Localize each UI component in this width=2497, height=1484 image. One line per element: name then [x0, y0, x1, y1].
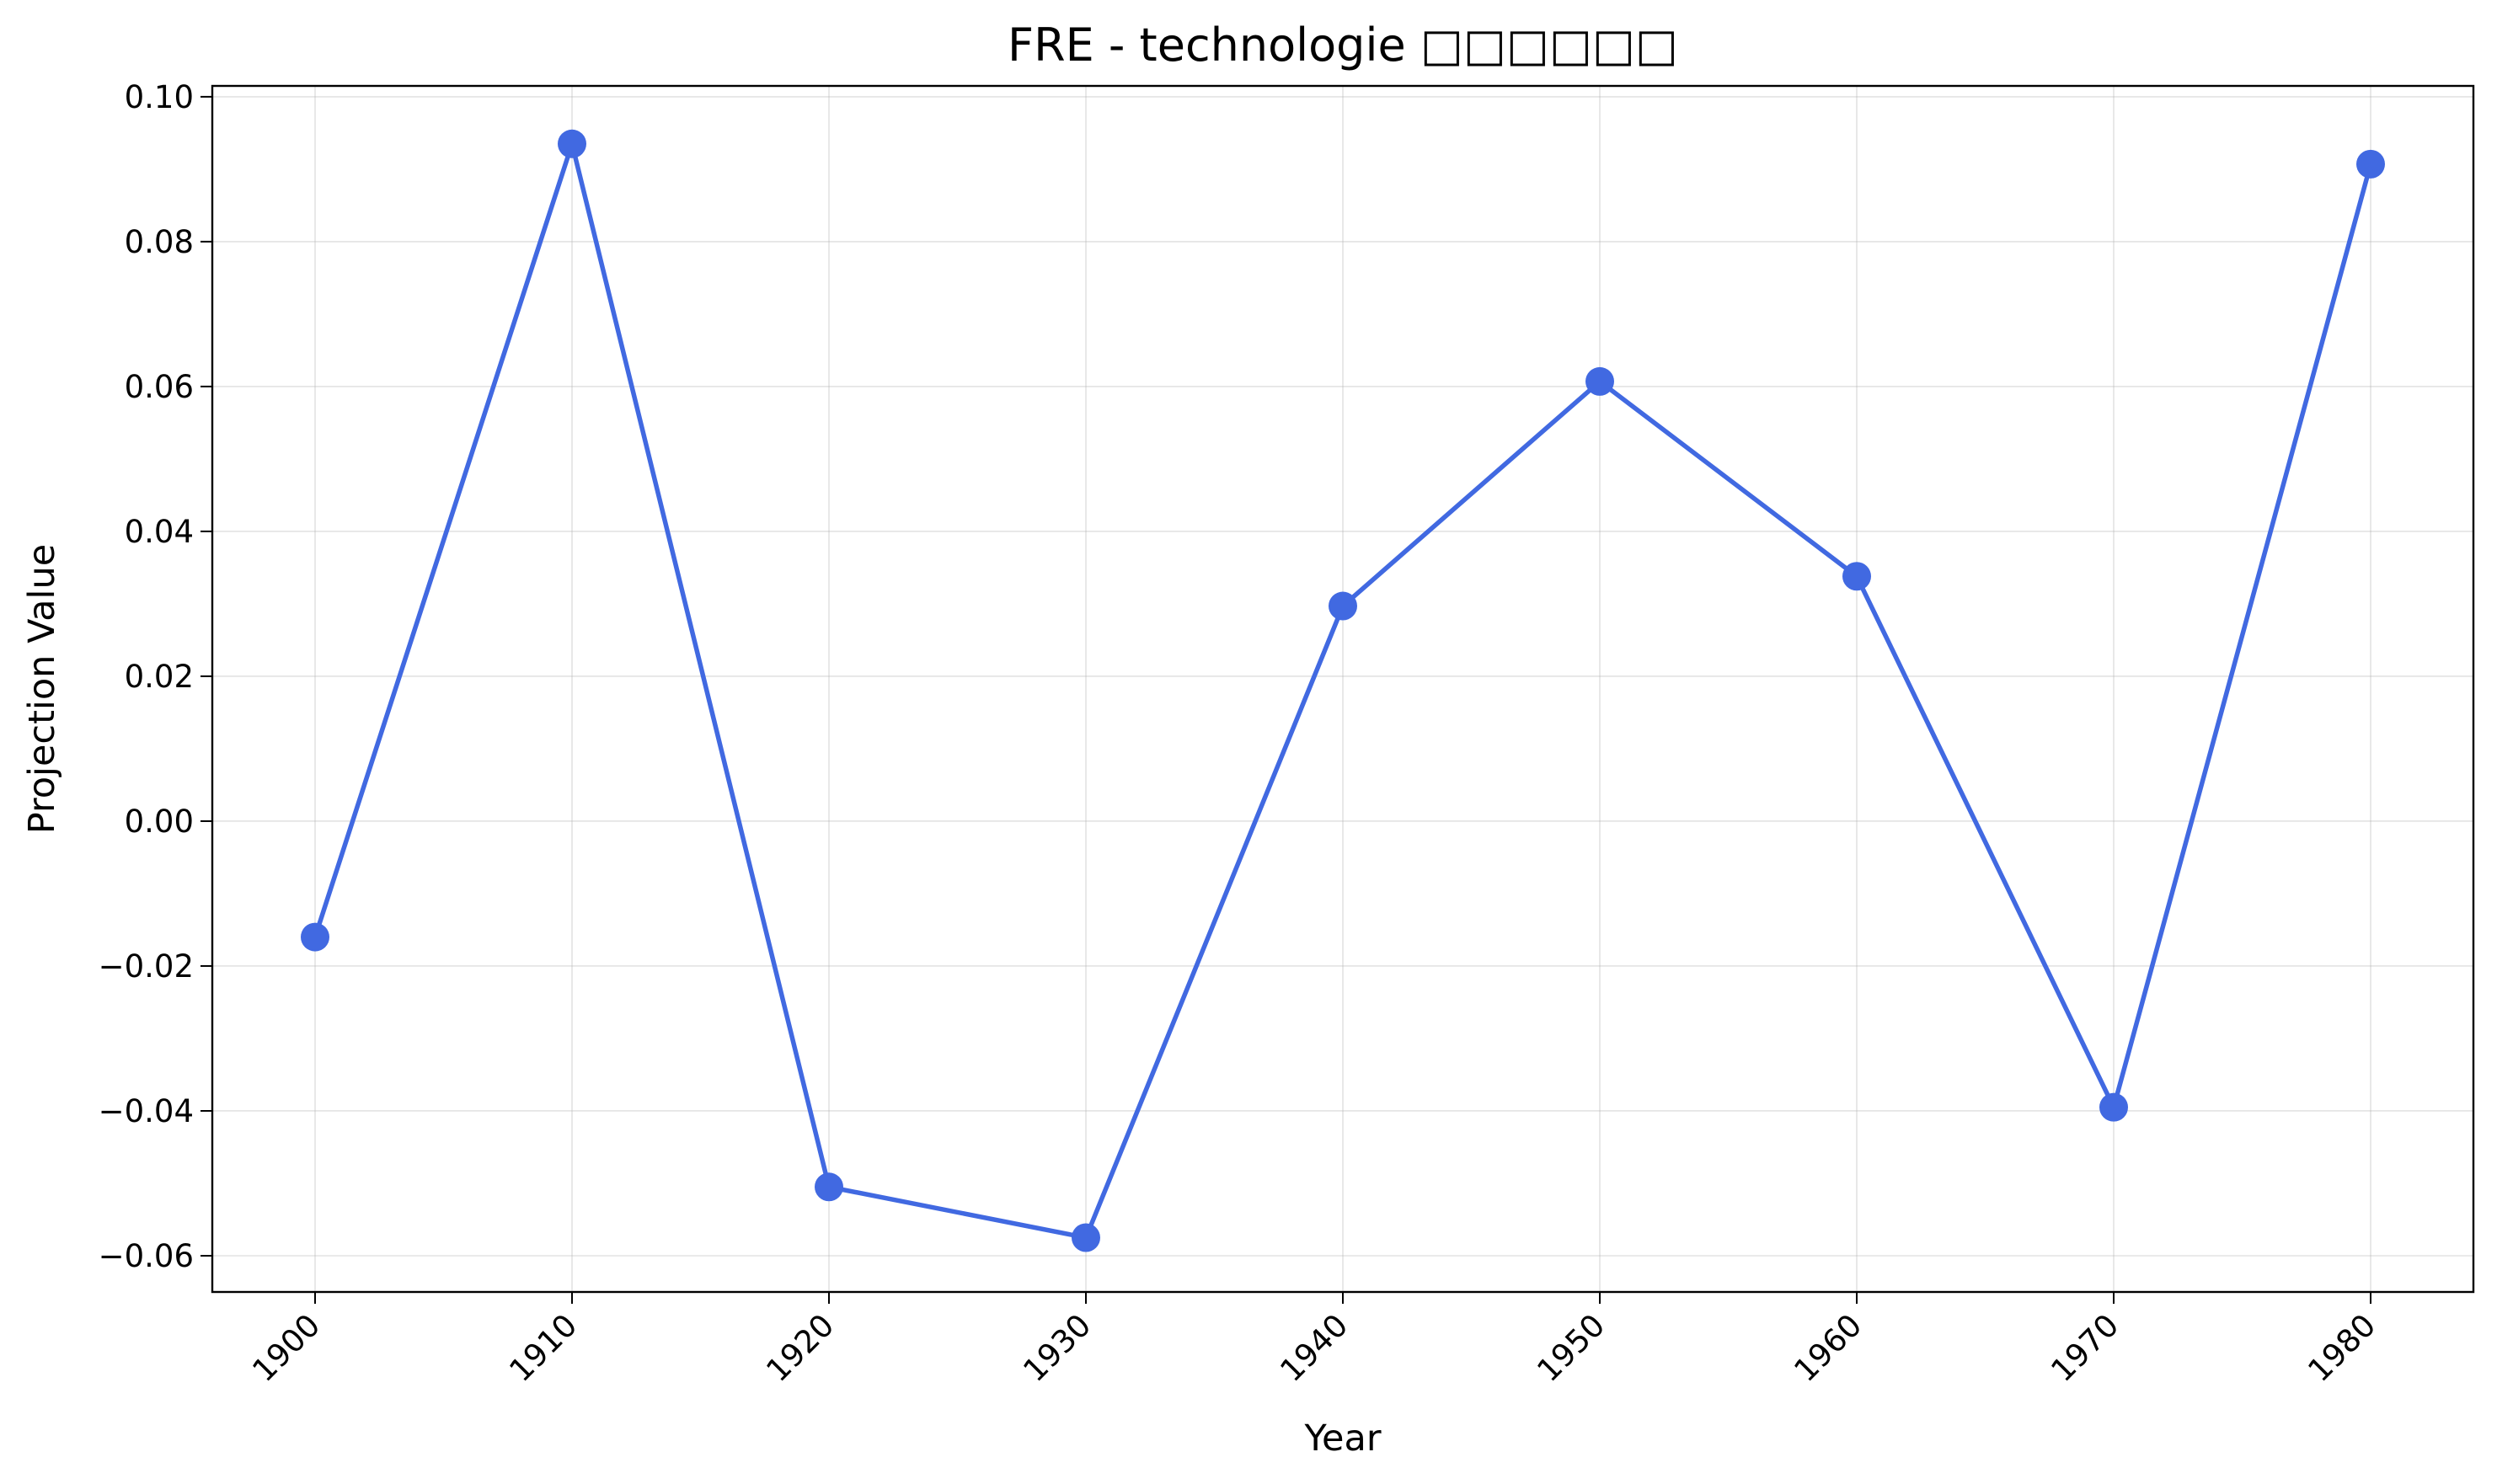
y-tick-label: 0.02	[125, 659, 194, 695]
data-point	[1585, 366, 1614, 396]
y-tick-label: 0.04	[125, 514, 194, 550]
data-point	[1842, 562, 1871, 591]
x-axis-label: Year	[1303, 1417, 1381, 1460]
data-point	[301, 922, 329, 952]
data-point	[815, 1172, 843, 1202]
data-point	[2099, 1092, 2128, 1122]
y-tick-label: 0.10	[125, 79, 194, 115]
data-point	[1329, 591, 1357, 621]
data-point	[558, 129, 586, 158]
y-tick-label: 0.08	[125, 224, 194, 260]
data-point	[2356, 149, 2385, 179]
y-tick-label: −0.04	[99, 1093, 194, 1129]
y-tick-label: −0.06	[99, 1238, 194, 1274]
y-tick-label: 0.06	[125, 369, 194, 405]
y-tick-label: 0.00	[125, 803, 194, 840]
data-series	[301, 129, 2385, 1252]
y-tick-label: −0.02	[99, 948, 194, 985]
y-axis-label: Projection Value	[21, 544, 63, 834]
plot-frame	[211, 84, 2475, 1294]
chart-title: FRE - technologie □□□□□□	[1008, 19, 1678, 72]
grid-lines	[212, 86, 2473, 1292]
data-point	[1072, 1223, 1100, 1252]
